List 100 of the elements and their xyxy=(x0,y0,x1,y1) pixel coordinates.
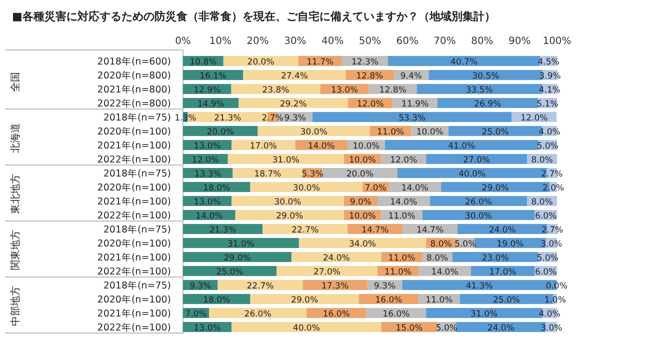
data-label: 14.0% xyxy=(196,212,223,222)
data-label: 20.0% xyxy=(247,58,274,68)
data-label: 5.0% xyxy=(536,254,558,264)
bar xyxy=(437,98,538,108)
bar xyxy=(243,70,346,80)
data-label: 7.0% xyxy=(364,184,386,194)
data-label: 23.0% xyxy=(482,254,509,264)
data-label: 4.1% xyxy=(538,86,561,96)
data-label: 34.0% xyxy=(349,240,376,250)
data-label: 8.0% xyxy=(531,156,553,166)
text: 北海道 xyxy=(10,123,22,153)
data-label: 14.0% xyxy=(308,142,335,152)
data-label: 40.0% xyxy=(292,324,320,334)
data-label: 12.9% xyxy=(194,86,221,96)
data-label: 5.1% xyxy=(536,100,558,110)
bar xyxy=(183,266,276,276)
data-label: 12.0% xyxy=(520,114,548,124)
data-label: 23.8% xyxy=(262,86,290,96)
bar xyxy=(218,280,303,290)
data-label: 11.0% xyxy=(377,128,404,138)
bar xyxy=(258,126,370,136)
data-label: 12.0% xyxy=(390,156,418,166)
data-label: 27.0% xyxy=(313,268,340,278)
data-label: 21.3% xyxy=(214,114,242,124)
bar xyxy=(262,224,348,234)
data-label: 29.0% xyxy=(276,212,304,222)
y-tick-label: 2020年(n=100) xyxy=(97,294,171,306)
x-tick-label: 10% xyxy=(209,36,232,47)
data-label: 18.0% xyxy=(203,296,230,306)
data-label: 19.0% xyxy=(496,240,524,250)
bar xyxy=(250,294,359,304)
text: 中部地方 xyxy=(10,286,22,326)
data-label: 11.0% xyxy=(388,212,416,222)
data-label: 29.0% xyxy=(224,254,251,264)
text: 関東地方 xyxy=(10,230,22,270)
bar xyxy=(384,140,538,150)
data-label: 11.9% xyxy=(402,100,429,110)
y-tick-label: 2018年(n=600) xyxy=(97,56,171,68)
data-label: 11.0% xyxy=(388,254,416,264)
data-label: 10.8% xyxy=(190,58,217,68)
data-label: 17.0% xyxy=(489,268,516,278)
data-label: 17.3% xyxy=(322,282,349,292)
x-tick-label: 90% xyxy=(508,36,531,47)
data-label: 27.0% xyxy=(463,156,490,166)
data-label: 12.8% xyxy=(356,72,384,82)
data-label: 14.0% xyxy=(401,184,428,194)
x-tick-label: 20% xyxy=(246,36,269,47)
y-tick-label: 2021年(n=100) xyxy=(97,308,171,320)
y-tick-label: 2022年(n=800) xyxy=(97,98,171,110)
x-tick-label: 60% xyxy=(396,36,419,47)
y-tick-label: 2022年(n=100) xyxy=(97,154,171,166)
data-label: 24.0% xyxy=(322,254,350,264)
bar xyxy=(231,84,320,94)
bar xyxy=(183,252,292,262)
bar xyxy=(250,182,363,192)
data-label: 2.7% xyxy=(262,114,284,124)
data-label: 9.0% xyxy=(350,198,372,208)
data-label: 11.0% xyxy=(426,296,453,306)
y-tick-label: 2021年(n=100) xyxy=(97,140,171,152)
bar xyxy=(276,266,378,276)
data-label: 16.0% xyxy=(382,310,410,320)
data-label: 30.0% xyxy=(274,198,302,208)
data-label: 13.0% xyxy=(194,324,221,334)
data-label: 1.0% xyxy=(544,296,566,306)
bar xyxy=(232,196,344,206)
data-label: 22.7% xyxy=(246,282,274,292)
data-label: 41.0% xyxy=(448,142,476,152)
data-label: 14.0% xyxy=(431,268,458,278)
data-label: 13.0% xyxy=(194,142,221,152)
y-tick-label: 2018年(n=75) xyxy=(103,224,171,236)
data-label: 9.3% xyxy=(284,114,306,124)
data-label: 31.0% xyxy=(470,310,498,320)
data-label: 6.0% xyxy=(534,212,557,222)
bar xyxy=(209,308,306,318)
chart-title: ■各種災害に対応するための防災食（非常食）を現在、ご自宅に備えていますか？（地域別集計） xyxy=(12,10,496,23)
data-label: 4.5% xyxy=(538,58,560,68)
data-label: 31.0% xyxy=(227,240,254,250)
bar xyxy=(426,154,528,164)
data-label: 14.0% xyxy=(390,198,418,208)
data-label: 14.7% xyxy=(416,226,444,236)
bar xyxy=(238,98,348,108)
bar xyxy=(422,210,535,220)
data-label: 4.0% xyxy=(538,310,560,320)
data-label: 3.0% xyxy=(540,240,562,250)
data-label: 29.0% xyxy=(482,184,509,194)
data-label: 40.7% xyxy=(450,58,478,68)
data-label: 2.0% xyxy=(542,184,564,194)
y-tick-label: 2021年(n=100) xyxy=(97,252,171,264)
data-label: 20.0% xyxy=(346,170,374,180)
data-label: 13.3% xyxy=(194,170,222,180)
data-label: 6.0% xyxy=(534,268,557,278)
data-label: 8.0% xyxy=(430,240,452,250)
bar xyxy=(183,238,299,248)
data-label: 21.3% xyxy=(209,226,236,236)
data-label: 14.7% xyxy=(362,226,389,236)
data-label: 12.8% xyxy=(379,86,406,96)
x-tick-label: 100% xyxy=(542,36,572,47)
data-label: 27.4% xyxy=(280,72,308,82)
bar xyxy=(291,252,382,262)
data-label: 14.9% xyxy=(197,100,224,110)
